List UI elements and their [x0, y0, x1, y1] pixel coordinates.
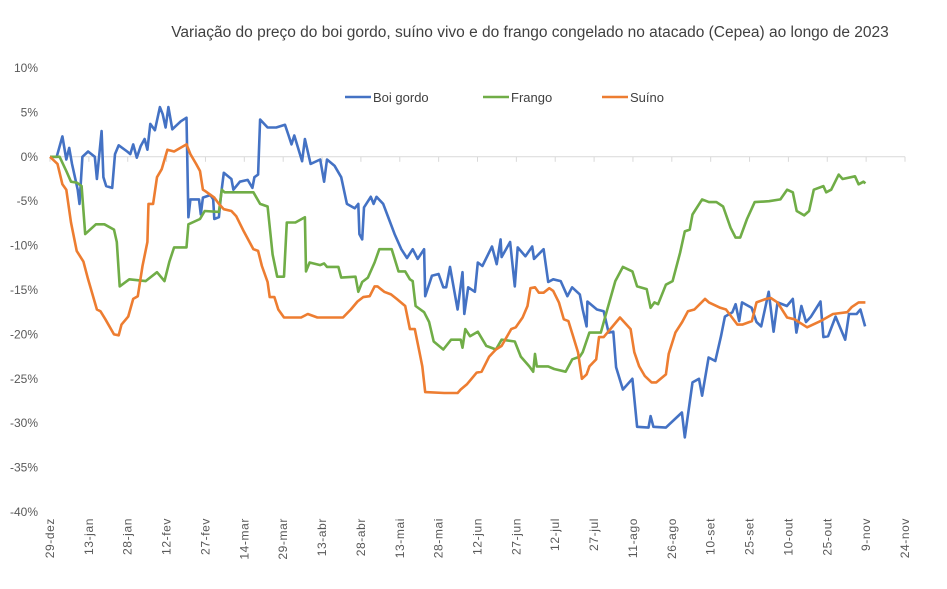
x-tick-label: 13-mai [393, 518, 407, 558]
x-tick-label: 13-jan [82, 518, 96, 555]
x-tick-label: 13-abr [315, 518, 329, 556]
y-tick-label: 10% [14, 61, 38, 75]
legend-label: Boi gordo [373, 90, 429, 105]
x-tick-label: 28-mai [432, 518, 446, 558]
x-tick-label: 29-dez [43, 518, 57, 558]
y-axis: 10% 5% 0% -5% -10% -15% -20% -25% -30% -35% -40% [10, 61, 38, 519]
x-tick-label: 27-jun [509, 518, 523, 555]
x-tick-label: 27-jul [587, 518, 601, 551]
legend: Boi gordo Frango Suíno [345, 90, 664, 105]
y-tick-label: -5% [17, 194, 39, 208]
x-tick-label: 25-out [820, 518, 834, 556]
x-tick-label: 10-set [704, 518, 718, 555]
y-tick-label: -30% [10, 416, 38, 430]
legend-label: Frango [511, 90, 552, 105]
x-tick-label: 11-ago [626, 518, 640, 558]
series-line-frango [50, 155, 867, 373]
x-tick-label: 27-fev [198, 518, 212, 555]
x-tick-label: 12-jul [548, 518, 562, 551]
x-tick-label: 25-set [743, 518, 757, 555]
legend-label: Suíno [630, 90, 664, 105]
x-axis: 29-dez 13-jan 28-jan 12-fev 27-fev 14-mar 29-m… [43, 156, 912, 560]
y-tick-label: -10% [10, 239, 38, 253]
y-tick-label: -35% [10, 461, 38, 475]
x-tick-label: 29-mar [276, 518, 290, 560]
x-tick-label: 24-nov [898, 518, 912, 558]
x-tick-label: 12-fev [160, 518, 174, 555]
x-tick-label: 10-out [781, 518, 795, 556]
y-tick-label: 0% [21, 150, 39, 164]
series-line-suino [49, 143, 866, 395]
series-line-boi-gordo [50, 105, 867, 439]
x-tick-label: 26-ago [665, 518, 679, 559]
x-tick-label: 14-mar [237, 518, 251, 560]
x-tick-label: 28-abr [354, 518, 368, 556]
y-tick-label: 5% [21, 105, 39, 119]
plot-area [49, 105, 867, 439]
y-tick-label: -20% [10, 327, 38, 341]
y-tick-label: -15% [10, 283, 38, 297]
x-tick-label: 12-jun [471, 518, 485, 555]
chart-title: Variação do preço do boi gordo, suíno vi… [171, 24, 889, 41]
x-tick-label: 28-jan [121, 518, 135, 555]
x-tick-label: 9-nov [859, 518, 873, 551]
y-tick-label: -40% [10, 505, 38, 519]
y-tick-label: -25% [10, 372, 38, 386]
